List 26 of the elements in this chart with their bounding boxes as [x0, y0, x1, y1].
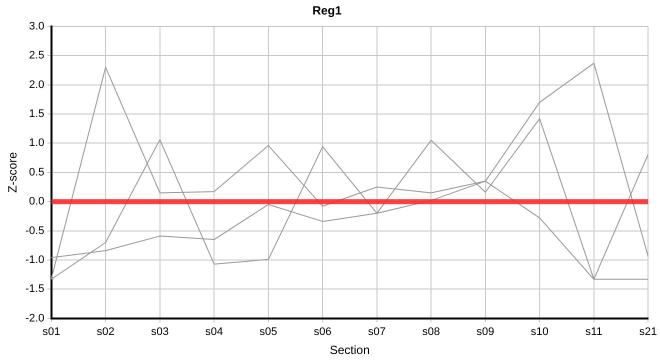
- x-tick-label: s01: [42, 326, 60, 338]
- x-axis-title: Section: [330, 343, 370, 358]
- y-tick-label: -1.5: [25, 283, 44, 296]
- y-tick-label: 1.5: [29, 108, 44, 120]
- x-tick-label: s02: [96, 326, 114, 338]
- x-tick-label: s21: [639, 326, 658, 338]
- y-tick-label: 0.5: [29, 166, 44, 178]
- y-tick-label: 2.0: [29, 78, 44, 91]
- y-axis-title: Z-score: [6, 152, 20, 193]
- x-tick-label: s07: [368, 326, 386, 338]
- x-tick-label: s03: [150, 326, 169, 338]
- x-tick-label: s09: [476, 326, 494, 338]
- chart-title: Reg1: [312, 4, 342, 18]
- x-tick-label: s10: [530, 326, 548, 338]
- y-tick-label: 3.0: [29, 20, 44, 32]
- x-tick-label: s04: [205, 326, 223, 338]
- y-tick-label: 2.5: [29, 50, 44, 62]
- y-tick-label: 0.0: [29, 196, 44, 208]
- y-tick-label: -1.0: [25, 254, 44, 266]
- x-tick-label: s08: [422, 326, 440, 338]
- x-tick-label: s05: [259, 326, 278, 338]
- y-tick-label: -2.0: [25, 312, 44, 324]
- x-tick-label: s11: [585, 326, 602, 338]
- x-tick-label: s06: [314, 326, 332, 338]
- y-tick-label: -0.5: [25, 224, 44, 237]
- y-tick-label: 1.0: [29, 137, 44, 150]
